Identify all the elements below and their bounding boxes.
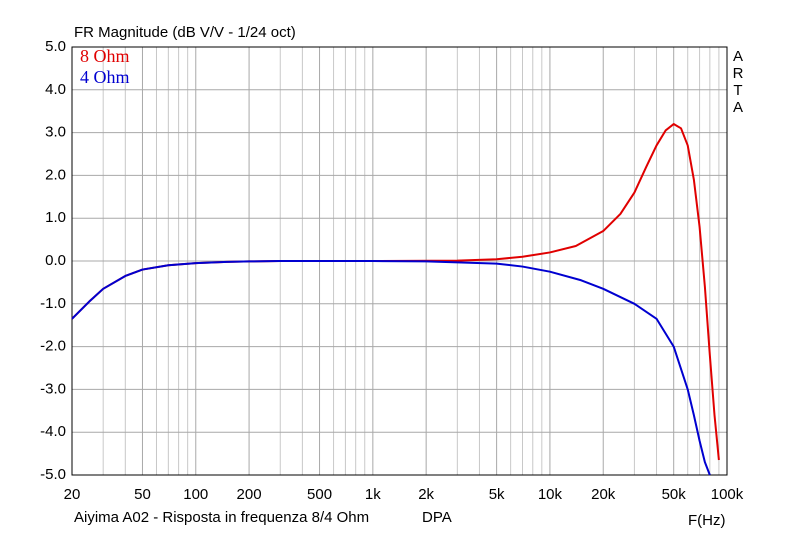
- chart-title: FR Magnitude (dB V/V - 1/24 oct): [74, 24, 296, 41]
- y-tick-label: -5.0: [40, 466, 66, 483]
- x-tick-label: 500: [307, 486, 332, 503]
- y-tick-label: 4.0: [45, 81, 66, 98]
- x-tick-label: 5k: [489, 486, 505, 503]
- x-tick-label: 200: [237, 486, 262, 503]
- footer-tag: DPA: [422, 509, 452, 526]
- y-tick-label: -2.0: [40, 338, 66, 355]
- legend-entry: 4 Ohm: [80, 67, 130, 87]
- x-tick-label: 50: [134, 486, 151, 503]
- x-tick-label: 2k: [418, 486, 434, 503]
- x-tick-label: 100k: [711, 486, 744, 503]
- y-tick-label: -4.0: [40, 423, 66, 440]
- y-tick-label: 5.0: [45, 38, 66, 55]
- x-axis-label: F(Hz): [688, 512, 726, 529]
- x-tick-label: 1k: [365, 486, 381, 503]
- y-tick-label: -3.0: [40, 380, 66, 397]
- y-tick-label: 2.0: [45, 166, 66, 183]
- x-tick-label: 50k: [662, 486, 687, 503]
- x-tick-label: 10k: [538, 486, 563, 503]
- x-tick-label: 20k: [591, 486, 616, 503]
- plot-frame: [71, 46, 728, 476]
- x-tick-label: 100: [183, 486, 208, 503]
- y-tick-label: 1.0: [45, 209, 66, 226]
- side-label: ARTA: [730, 48, 747, 116]
- y-tick-label: 0.0: [45, 252, 66, 269]
- legend-entry: 8 Ohm: [80, 46, 130, 66]
- y-tick-label: -1.0: [40, 295, 66, 312]
- series-line: [71, 260, 711, 476]
- x-tick-label: 20: [64, 486, 81, 503]
- y-tick-label: 3.0: [45, 124, 66, 141]
- footer: Aiyima A02 - Risposta in frequenza 8/4 O…: [74, 509, 369, 526]
